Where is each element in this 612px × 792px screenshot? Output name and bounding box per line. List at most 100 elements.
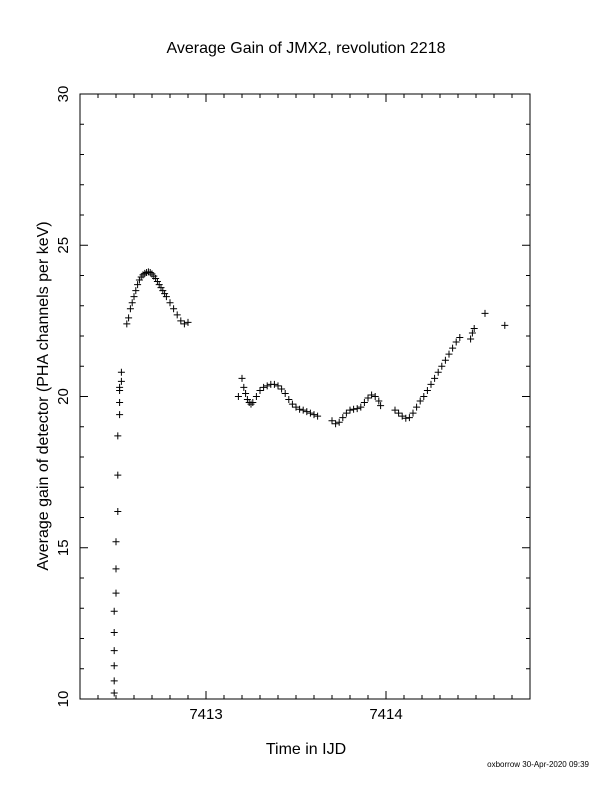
data-point xyxy=(110,689,118,697)
data-point xyxy=(240,383,248,391)
data-point xyxy=(170,305,178,313)
x-tick-label: 7413 xyxy=(189,706,222,723)
data-point xyxy=(177,317,185,325)
data-point xyxy=(402,414,410,422)
data-point xyxy=(413,403,421,411)
data-point xyxy=(445,350,453,358)
data-point xyxy=(116,383,124,391)
data-point xyxy=(395,409,403,417)
data-point xyxy=(146,268,154,276)
data-point xyxy=(242,389,250,397)
x-axis: 7413 7414 xyxy=(79,94,531,723)
data-point xyxy=(391,406,399,414)
data-point xyxy=(114,471,122,479)
data-point xyxy=(470,324,478,332)
data-point xyxy=(310,411,318,419)
data-point xyxy=(157,284,165,292)
data-point xyxy=(238,374,246,382)
data-point xyxy=(431,374,439,382)
data-point xyxy=(249,399,257,407)
data-point xyxy=(299,406,307,414)
data-point xyxy=(132,287,140,295)
chart-title: Average Gain of JMX2, revolution 2218 xyxy=(167,40,446,57)
data-point xyxy=(427,380,435,388)
data-point xyxy=(314,412,322,420)
data-point xyxy=(420,393,428,400)
data-point xyxy=(409,409,417,417)
data-point xyxy=(364,394,372,402)
data-point xyxy=(368,391,376,399)
data-point xyxy=(423,386,431,394)
data-point xyxy=(114,432,122,440)
x-axis-label: Time in IJD xyxy=(266,741,346,758)
footer-credit: oxborrow 30-Apr-2020 09:39 xyxy=(487,760,589,769)
data-point xyxy=(398,412,406,420)
y-axis-label: Average gain of detector (PHA channels p… xyxy=(35,221,52,570)
data-point xyxy=(243,396,251,404)
data-point xyxy=(332,420,340,428)
data-point xyxy=(110,662,118,670)
data-point xyxy=(126,305,134,313)
data-point xyxy=(335,418,343,426)
y-tick-label: 25 xyxy=(55,237,72,254)
data-point xyxy=(452,338,460,346)
data-point xyxy=(234,393,242,400)
data-point xyxy=(346,406,354,414)
data-point xyxy=(353,405,361,413)
y-tick-label: 30 xyxy=(55,86,72,103)
data-point xyxy=(153,278,161,286)
data-point xyxy=(278,385,286,393)
y-tick-label: 10 xyxy=(55,691,72,708)
data-point xyxy=(117,368,125,376)
data-points xyxy=(110,268,509,697)
data-point xyxy=(306,409,314,417)
data-point xyxy=(296,405,304,413)
data-point xyxy=(152,275,160,283)
data-point xyxy=(270,380,278,388)
data-point xyxy=(303,408,311,416)
data-point xyxy=(247,400,255,408)
data-point xyxy=(481,309,489,317)
data-point xyxy=(159,287,167,295)
data-point xyxy=(128,299,136,307)
data-point xyxy=(110,677,118,685)
data-point xyxy=(281,389,289,397)
data-point xyxy=(375,397,383,405)
data-point xyxy=(134,281,142,289)
data-point xyxy=(112,565,120,573)
data-point xyxy=(110,628,118,636)
data-point xyxy=(125,314,133,322)
data-point xyxy=(139,271,147,279)
data-point xyxy=(110,607,118,615)
data-point xyxy=(162,293,170,301)
data-point xyxy=(292,403,300,411)
data-point xyxy=(501,321,509,329)
y-tick-label: 20 xyxy=(55,388,72,405)
data-point xyxy=(135,276,143,284)
data-point xyxy=(252,393,260,400)
data-point xyxy=(116,411,124,419)
data-point xyxy=(456,334,464,342)
data-point xyxy=(441,356,449,364)
data-point xyxy=(339,414,347,422)
data-point xyxy=(342,409,350,417)
data-point xyxy=(371,393,379,400)
data-point xyxy=(449,344,457,352)
data-point xyxy=(274,382,282,390)
data-point xyxy=(405,414,413,422)
data-point xyxy=(180,320,188,328)
data-point xyxy=(256,386,264,394)
x-tick-label: 7414 xyxy=(369,706,402,723)
data-point xyxy=(468,329,476,337)
data-point xyxy=(173,311,181,319)
data-point xyxy=(328,417,336,425)
data-point xyxy=(161,290,169,298)
data-point xyxy=(260,383,268,391)
data-point xyxy=(166,299,174,307)
data-point xyxy=(434,368,442,376)
data-point xyxy=(141,269,149,277)
y-axis: 10 15 20 25 30 xyxy=(55,86,530,708)
data-point xyxy=(114,507,122,515)
data-point xyxy=(112,589,120,597)
